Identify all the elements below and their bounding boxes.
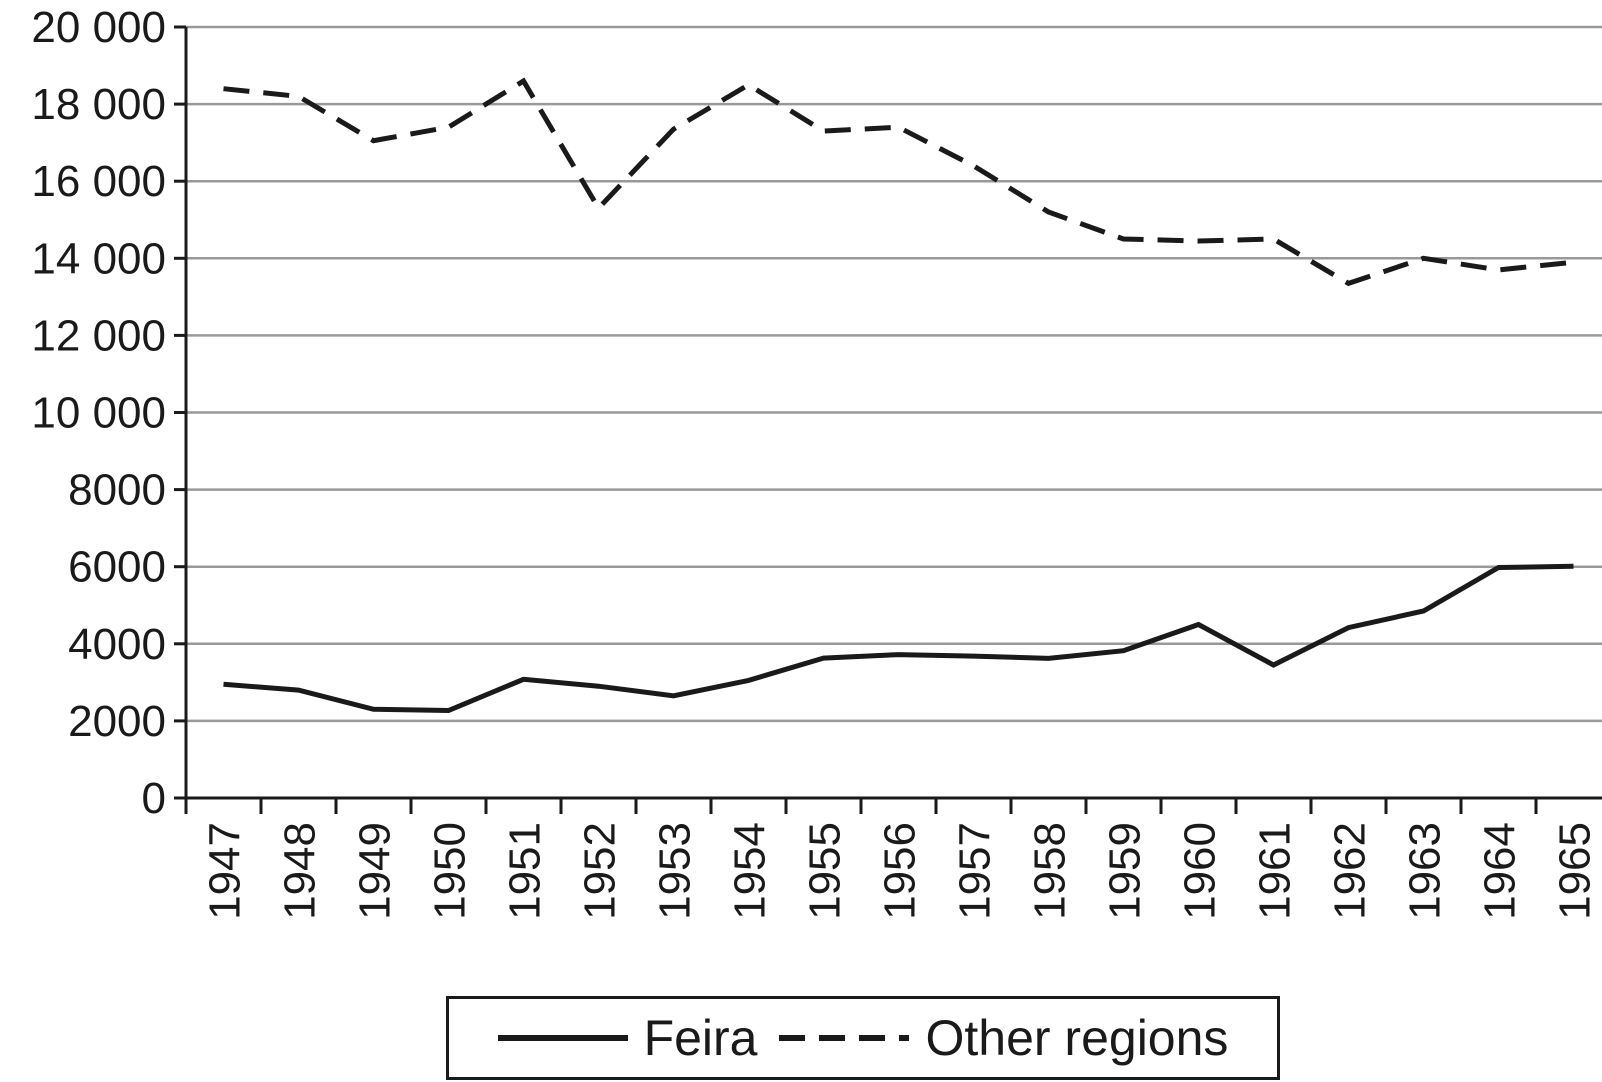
y-tick-label: 14 000 [31,234,166,283]
x-tick-label: 1964 [1476,822,1525,920]
x-tick-label: 1962 [1326,822,1375,920]
x-tick-label: 1960 [1176,822,1225,920]
series-line-feira [223,563,1574,714]
x-tick-label: 1948 [276,822,325,920]
axes [174,25,1602,814]
x-tick-label: 1954 [726,822,775,920]
x-tick-label: 1953 [651,822,700,920]
y-tick-label: 2000 [68,697,166,746]
x-tick-label: 1949 [351,822,400,920]
x-tick-label: 1959 [1101,822,1150,920]
legend-label-feira: Feira [643,1010,758,1066]
legend-item-other-regions: Other regions [779,1013,1228,1063]
x-tick-label: 1963 [1401,822,1450,920]
legend: Feira Other regions [446,996,1280,1080]
legend-item-feira: Feira [497,1010,758,1066]
x-tick-label: 1950 [426,822,475,920]
y-tick-label: 8000 [68,466,166,515]
x-tick-label: 1952 [576,822,625,920]
x-tick-label: 1947 [201,822,250,920]
series-lines [223,77,1574,714]
gridlines [186,25,1602,723]
x-tick-label: 1965 [1551,822,1600,920]
y-tick-label: 6000 [68,543,166,592]
legend-label-other-regions: Other regions [925,1010,1229,1066]
y-tick-label: 18 000 [31,80,166,129]
y-tick-label: 16 000 [31,157,166,206]
y-tick-label: 4000 [68,620,166,669]
x-tick-label: 1958 [1026,822,1075,920]
x-tick-label: 1955 [801,822,850,920]
legend-swatch-dashed [779,1035,910,1041]
x-tick-label: 1956 [876,822,925,920]
x-tick-label: 1957 [951,822,1000,920]
y-tick-label: 12 000 [31,311,166,360]
x-tick-labels: 1947 1948 1949 1950 1951 1952 1953 1954 1955 1956… [201,822,1600,920]
y-tick-labels: 0 2000 4000 6000 8000 10 000 12 000 14 000 16 00… [31,3,166,823]
y-tick-label: 0 [142,774,166,823]
y-tick-label: 20 000 [31,3,166,52]
x-tick-label: 1951 [501,822,550,920]
y-tick-label: 10 000 [31,389,166,438]
legend-swatch-solid [497,1035,628,1041]
x-tick-label: 1961 [1251,822,1300,920]
